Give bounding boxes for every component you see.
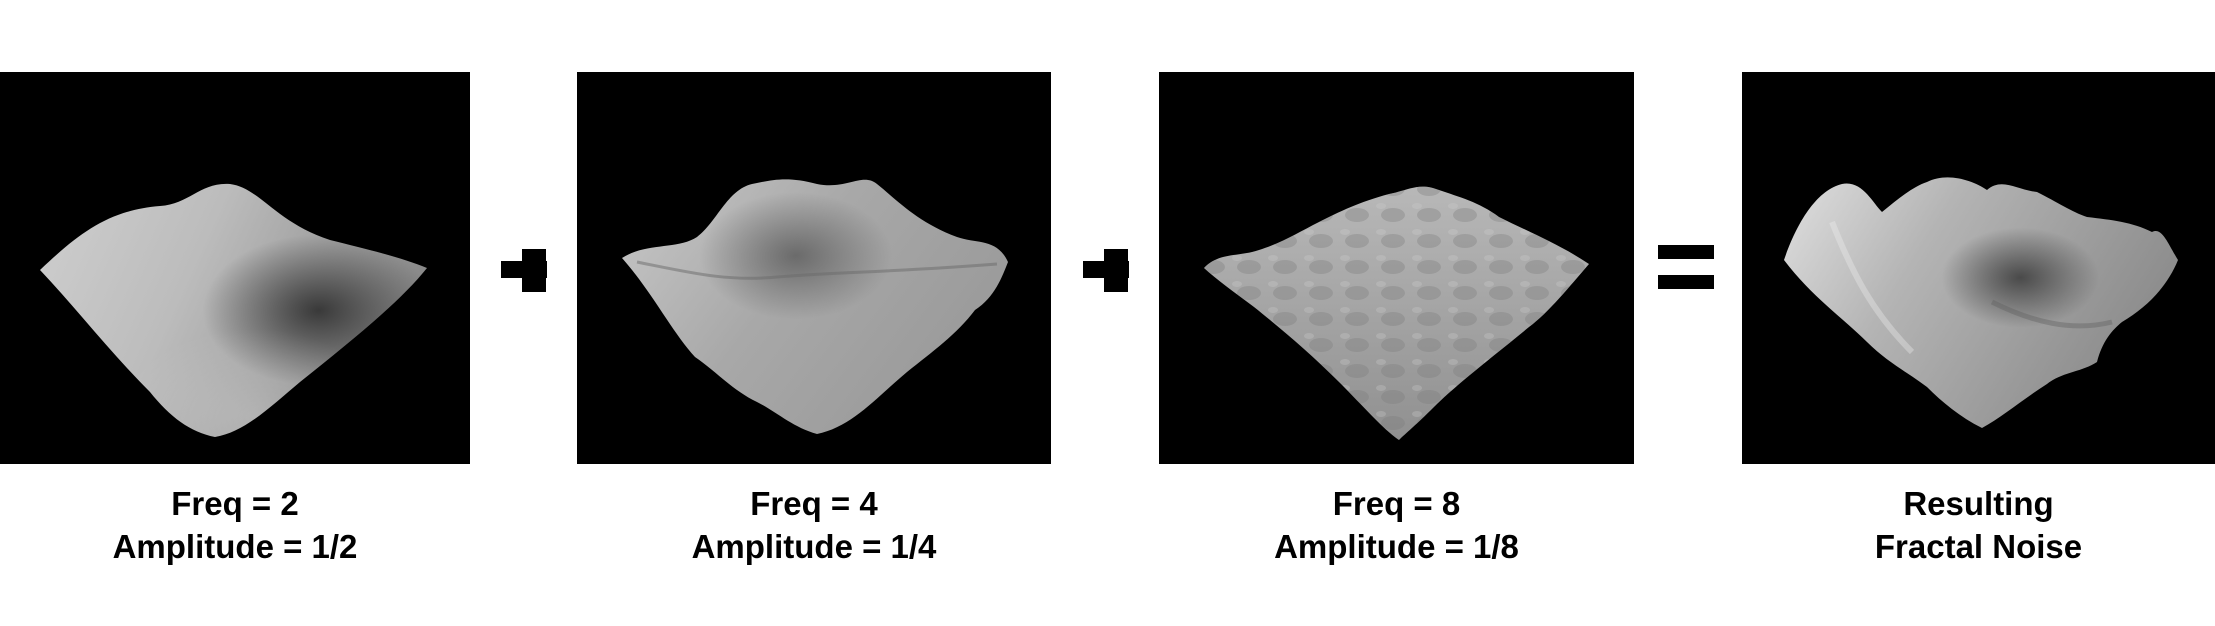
noise-panel-freq-2 [0,72,470,464]
noise-panel-result [1742,72,2215,464]
caption-frequency: Freq = 8 [1332,485,1461,522]
caption-freq-2: Freq = 2 Amplitude = 1/2 [0,482,470,568]
plus-icon-bar [501,261,547,278]
terrain-surface-freq-4 [622,179,1008,434]
caption-freq-4: Freq = 4 Amplitude = 1/4 [577,482,1051,568]
caption-amplitude: Amplitude = 1/8 [1274,528,1519,565]
caption-result: Resulting Fractal Noise [1742,482,2215,568]
equals-icon [1658,245,1714,259]
caption-frequency: Freq = 4 [750,485,878,522]
caption-amplitude: Amplitude = 1/2 [112,528,358,565]
equals-icon-bar [1658,275,1714,289]
terrain-surface-result [1784,177,2178,428]
terrain-surface-freq-2 [40,183,427,437]
caption-freq-8: Freq = 8 Amplitude = 1/8 [1159,482,1634,568]
caption-amplitude: Amplitude = 1/4 [691,528,937,565]
caption-frequency: Freq = 2 [171,485,299,522]
noise-panel-freq-4 [577,72,1051,464]
caption-result-line2: Fractal Noise [1874,528,2083,565]
terrain-surface-freq-8 [1204,186,1589,440]
caption-result-line1: Resulting [1903,485,2054,522]
plus-icon-bar [1083,261,1129,278]
noise-panel-freq-8 [1159,72,1634,464]
